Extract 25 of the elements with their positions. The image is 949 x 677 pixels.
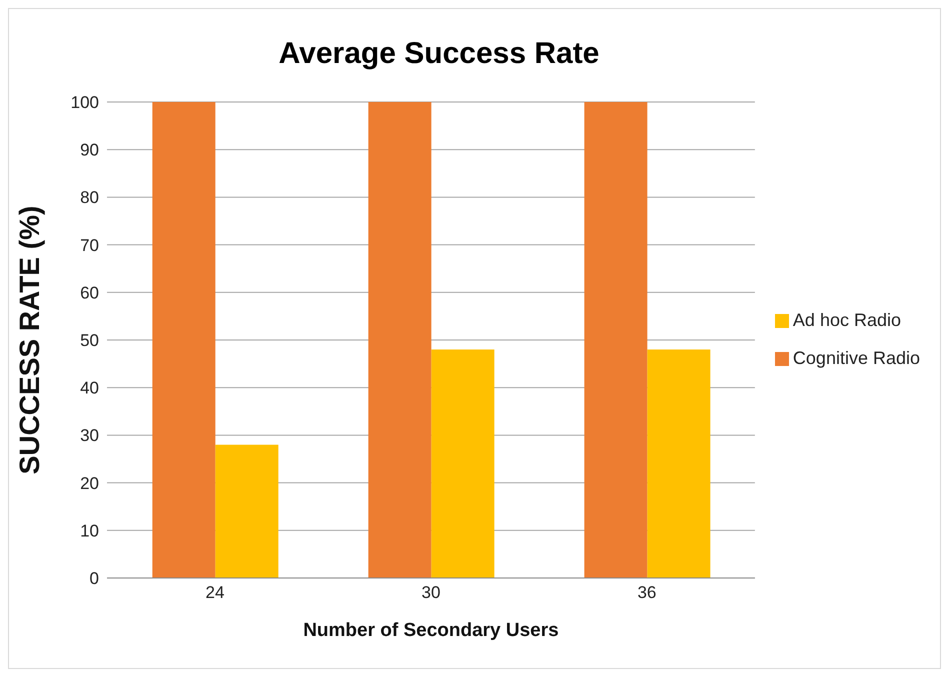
y-tick-label: 40 [80,378,99,398]
y-tick-label: 60 [80,283,99,302]
y-tick-label: 100 [70,93,99,112]
legend-label: Cognitive Radio [792,348,920,368]
x-tick-label: 24 [206,583,224,602]
bar [431,350,494,578]
y-tick-label: 0 [90,569,99,588]
y-axis-title: SUCCESS RATE (%) [14,206,45,474]
bar [647,350,710,578]
x-tick-label: 36 [637,583,656,602]
legend-label: Ad hoc Radio [792,310,901,330]
y-tick-label: 80 [80,188,99,208]
bar [368,102,432,578]
chart-title: Average Success Rate [278,37,600,71]
bar [215,444,278,578]
y-tick-label: 10 [80,521,99,540]
y-tick-label: 50 [80,331,99,350]
bar [152,102,216,578]
y-tick-label: 20 [80,474,99,493]
x-axis-title: Number of Secondary Users [303,620,559,641]
x-tick-label: 30 [422,583,440,602]
y-tick-label: 90 [80,140,99,160]
bar [584,102,648,578]
y-tick-label: 30 [80,426,99,446]
y-tick-label: 70 [80,236,99,255]
